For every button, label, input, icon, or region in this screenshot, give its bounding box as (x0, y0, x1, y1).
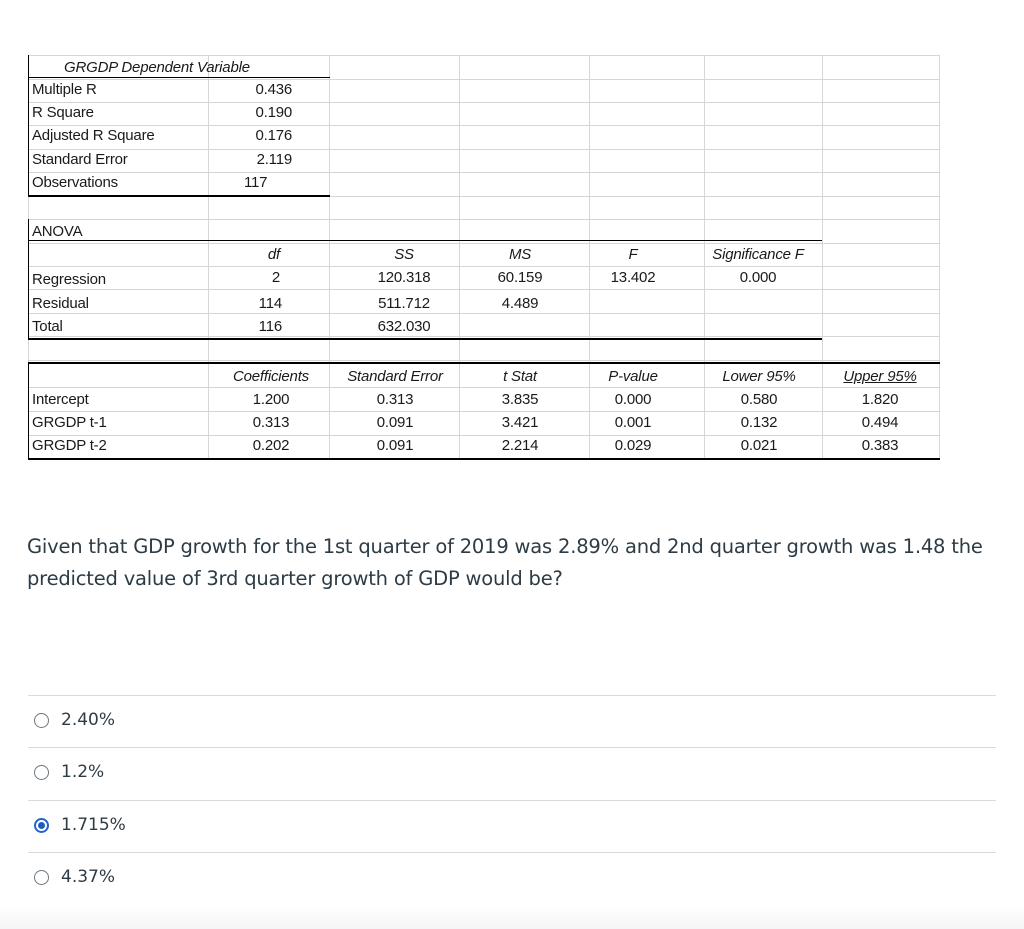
coef-row-label: Intercept (32, 391, 89, 408)
radio-button[interactable] (34, 764, 49, 780)
anova-header-f: F (628, 246, 638, 263)
regression-output-table: GRGDP Dependent Variable Multiple R 0.43… (28, 55, 940, 465)
anova-row-label: Total (32, 318, 63, 335)
anova-sig: 0.000 (739, 269, 777, 286)
tstat-value: 3.421 (501, 414, 539, 431)
se-value: 0.091 (376, 437, 414, 454)
coef-value: 0.313 (252, 414, 290, 431)
coef-header: t Stat (503, 368, 537, 385)
anova-row-label: Regression (32, 271, 106, 288)
se-value: 0.313 (376, 391, 414, 408)
answer-option[interactable]: 1.2% (34, 757, 104, 787)
option-divider (28, 747, 996, 748)
tstat-value: 3.835 (501, 391, 539, 408)
coef-header: Upper 95% (843, 368, 917, 385)
radio-button[interactable] (34, 869, 49, 885)
anova-df: 114 (258, 295, 283, 312)
answer-label: 1.715% (61, 815, 126, 835)
coef-row-label: GRGDP t-2 (32, 437, 107, 454)
coef-header: Coefficients (233, 368, 309, 385)
anova-ms: 60.159 (497, 269, 543, 286)
anova-header-df: df (267, 246, 280, 263)
stat-label: R Square (32, 104, 94, 121)
anova-title: ANOVA (32, 223, 83, 240)
option-divider (28, 800, 996, 801)
anova-header-significance: Significance F (712, 246, 804, 263)
answer-label: 2.40% (61, 710, 116, 730)
answer-label: 1.2% (61, 762, 105, 782)
pvalue-value: 0.029 (614, 437, 652, 454)
lower95-value: 0.132 (740, 414, 778, 431)
anova-ss: 511.712 (378, 295, 430, 312)
option-divider (28, 695, 996, 696)
anova-f: 13.402 (610, 269, 656, 286)
anova-df: 116 (258, 318, 283, 335)
anova-header-ss: SS (394, 246, 414, 263)
anova-ss: 120.318 (377, 269, 431, 286)
stat-value: 0.176 (255, 127, 292, 144)
anova-df: 2 (271, 269, 280, 286)
anova-header-ms: MS (508, 246, 532, 263)
answer-label: 4.37% (61, 867, 116, 887)
coef-value: 1.200 (252, 391, 290, 408)
page-footer (0, 905, 1024, 929)
question-text: Given that GDP growth for the 1st quarte… (27, 535, 983, 590)
pvalue-value: 0.001 (614, 414, 652, 431)
coef-header: Lower 95% (722, 368, 796, 385)
anova-ms: 4.489 (501, 295, 539, 312)
coef-value: 0.202 (252, 437, 290, 454)
stat-value: 0.190 (255, 104, 292, 121)
stat-label: Standard Error (32, 151, 128, 168)
stat-label: Multiple R (32, 81, 97, 98)
upper95-value: 0.383 (861, 437, 899, 454)
option-divider (28, 852, 996, 853)
lower95-value: 0.021 (740, 437, 778, 454)
coef-header: Standard Error (347, 368, 443, 385)
coef-header: P-value (608, 368, 658, 385)
lower95-value: 0.580 (740, 391, 778, 408)
anova-row-label: Residual (32, 295, 89, 312)
answer-option[interactable]: 2.40% (34, 705, 115, 735)
answer-option-selected[interactable]: 1.715% (34, 810, 126, 840)
stat-value: 0.436 (255, 81, 292, 98)
upper95-value: 1.820 (861, 391, 899, 408)
pvalue-value: 0.000 (614, 391, 652, 408)
se-value: 0.091 (376, 414, 414, 431)
stat-value: 2.119 (256, 151, 293, 168)
radio-button[interactable] (34, 712, 49, 728)
stat-value: 117 (244, 174, 268, 191)
radio-button-checked[interactable] (34, 817, 49, 833)
stat-label: Adjusted R Square (32, 127, 155, 144)
anova-ss: 632.030 (377, 318, 431, 335)
coef-row-label: GRGDP t-1 (32, 414, 107, 431)
stats-header: GRGDP Dependent Variable (64, 59, 250, 76)
answer-option[interactable]: 4.37% (34, 862, 115, 892)
tstat-value: 2.214 (501, 437, 539, 454)
stat-label: Observations (32, 174, 118, 191)
upper95-value: 0.494 (861, 414, 899, 431)
